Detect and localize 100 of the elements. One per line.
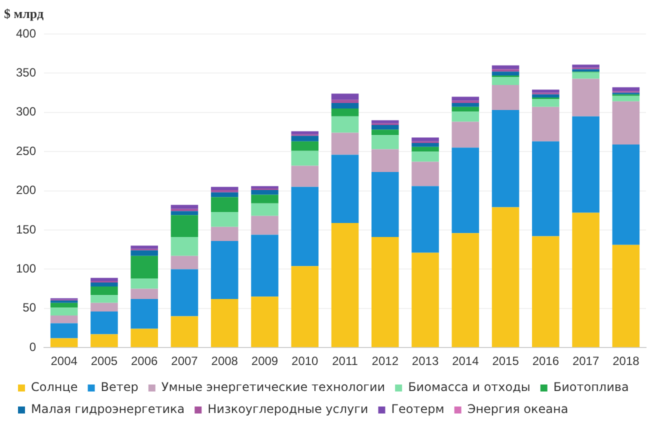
bar [90, 312, 118, 334]
y-axis-title: $ млрд [4, 6, 44, 21]
bar [492, 77, 520, 85]
bar [170, 256, 198, 270]
bar [170, 215, 198, 238]
legend-label: Умные энергетические технологии [161, 380, 386, 394]
bar [130, 250, 158, 256]
y-tick-label: 400 [16, 26, 36, 40]
bar [210, 186, 238, 190]
bar [532, 99, 560, 107]
bar [532, 94, 560, 98]
legend-label: Низкоуглеродные услуги [208, 402, 368, 416]
y-tick-label: 150 [16, 222, 36, 236]
bar [251, 194, 278, 204]
bar [331, 94, 359, 100]
bar [251, 234, 278, 297]
legend-label: Биотоплива [553, 380, 629, 394]
bar [492, 110, 520, 208]
x-tick-label: 2004 [50, 354, 78, 368]
legend-label: Геотерм [391, 402, 444, 416]
x-tick-label: 2013 [412, 354, 439, 368]
bar [372, 135, 399, 150]
bar [572, 64, 600, 68]
x-tick-label: 2008 [211, 354, 238, 368]
bar [130, 298, 158, 329]
bar [492, 84, 520, 110]
bar [130, 246, 158, 249]
legend-label: Малая гидроэнергетика [31, 402, 185, 416]
bar [372, 172, 399, 238]
bar [452, 233, 480, 348]
x-tick-label: 2006 [131, 354, 158, 368]
bar [331, 108, 359, 116]
bar [90, 302, 118, 312]
bar [331, 132, 359, 155]
bar [612, 101, 640, 145]
bar [412, 137, 439, 142]
bar [412, 142, 439, 147]
bar [291, 131, 319, 134]
bar [170, 211, 198, 216]
bar [452, 112, 480, 122]
bar [492, 65, 520, 70]
y-tick-label: 50 [22, 300, 36, 315]
y-tick-label: 100 [16, 262, 36, 276]
bar [412, 162, 439, 186]
bar [251, 296, 278, 348]
bar [412, 152, 439, 162]
bar [251, 216, 278, 235]
bar [210, 240, 238, 299]
bar [251, 190, 278, 195]
x-tick-label: 2007 [171, 354, 198, 368]
x-tick-label: 2017 [572, 354, 600, 368]
bar [291, 141, 319, 151]
bar [372, 120, 399, 124]
bar [50, 338, 78, 348]
bar [90, 282, 118, 286]
bar [90, 278, 118, 281]
bar [210, 192, 238, 198]
bar [130, 288, 158, 299]
bar [291, 136, 319, 142]
y-tick-label: 350 [16, 66, 36, 80]
bar [452, 148, 480, 234]
bar [170, 316, 198, 348]
bar [452, 106, 480, 112]
bar [532, 236, 560, 348]
bar [412, 186, 439, 253]
bar [210, 298, 238, 348]
bar [452, 96, 480, 101]
bar [170, 237, 198, 256]
legend-label: Биомасса и отходы [408, 380, 530, 394]
x-tick-label: 2015 [492, 354, 520, 368]
x-tick-label: 2018 [612, 354, 640, 368]
y-tick-label: 200 [16, 183, 36, 198]
x-tick-label: 2014 [452, 354, 480, 368]
bar [291, 266, 319, 348]
bar [291, 150, 319, 166]
bar [532, 106, 560, 142]
x-tick-label: 2016 [532, 354, 560, 368]
bar [90, 286, 118, 296]
bar [372, 124, 399, 130]
bar [331, 100, 359, 103]
bar [492, 207, 520, 348]
x-tick-label: 2011 [332, 354, 358, 368]
bar [372, 130, 399, 136]
bar [50, 308, 78, 316]
bar [50, 323, 78, 338]
bar [130, 278, 158, 289]
bar [412, 252, 439, 348]
y-tick-label: 0 [29, 340, 36, 354]
bar [291, 166, 319, 187]
bar [210, 212, 238, 227]
x-tick-label: 2010 [292, 354, 319, 368]
bar [90, 334, 118, 348]
x-tick-label: 2005 [90, 354, 118, 368]
legend-label: Энергия океана [467, 402, 568, 416]
bar [452, 102, 480, 107]
bar [492, 72, 520, 76]
bar [612, 144, 640, 245]
bar [90, 295, 118, 303]
legend-label: Ветер [100, 380, 138, 394]
bar [532, 141, 560, 236]
